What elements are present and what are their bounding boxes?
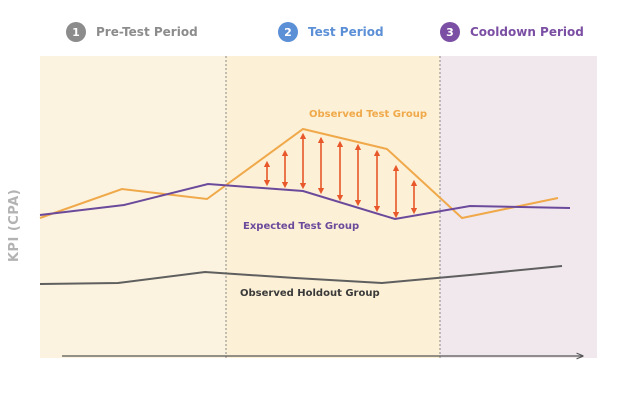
legend-cooldown-label: Cooldown Period: [470, 25, 584, 39]
legend-test-label: Test Period: [308, 25, 384, 39]
difference-arrows: [263, 132, 418, 219]
observed-holdout-line: [39, 265, 563, 285]
observed-holdout-label: Observed Holdout Group: [240, 288, 380, 299]
legend-cooldown-number: 3: [440, 22, 460, 42]
legend-pre-test-number: 1: [66, 22, 86, 42]
legend-pre-test: 1 Pre-Test Period: [66, 22, 198, 42]
legend-test: 2 Test Period: [278, 22, 384, 42]
legend-pre-test-label: Pre-Test Period: [96, 25, 198, 39]
legend-test-number: 2: [278, 22, 298, 42]
legend-cooldown: 3 Cooldown Period: [440, 22, 584, 42]
expected-test-line: [39, 182, 571, 221]
test-region: [226, 56, 440, 358]
expected-test-label: Expected Test Group: [243, 221, 359, 232]
observed-test-line: [39, 127, 559, 220]
observed-test-label: Observed Test Group: [309, 109, 427, 120]
pre-test-region: [40, 56, 226, 358]
